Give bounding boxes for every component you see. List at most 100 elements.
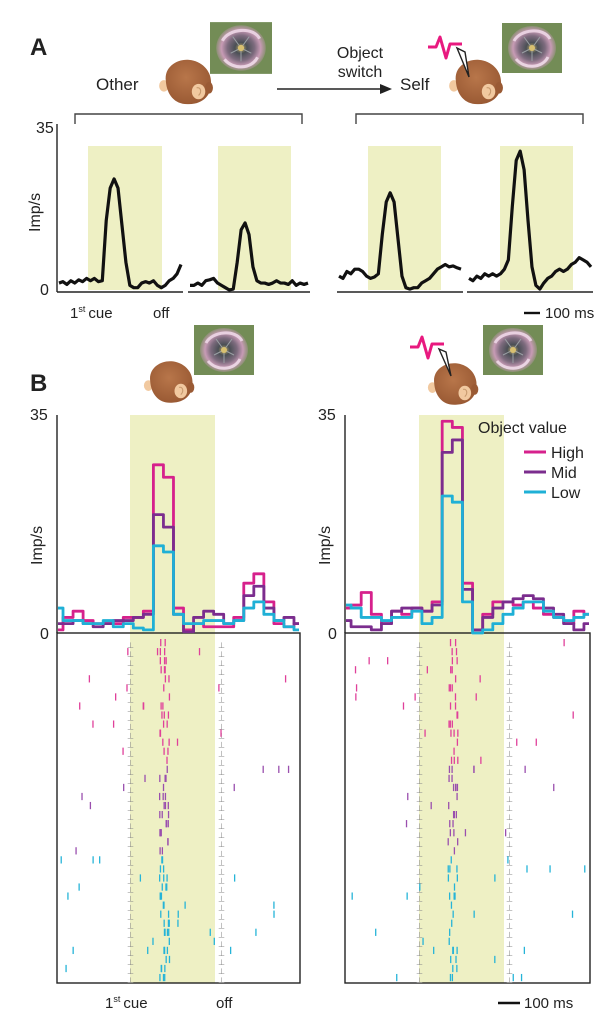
- off-event-marker: ⊥: [506, 804, 513, 813]
- cue-event-marker: ⊥: [416, 704, 423, 713]
- off-event-marker: ⊥: [218, 641, 225, 650]
- off-event-marker: ⊥: [218, 967, 225, 976]
- off-event-marker: ⊥: [506, 858, 513, 867]
- panel-b-left-y-top: 35: [30, 407, 48, 424]
- off-event-marker: ⊥: [218, 786, 225, 795]
- panel-b-off-label: off: [216, 995, 233, 1012]
- off-event-marker: ⊥: [506, 786, 513, 795]
- panel-a-scale-label: 100 ms: [545, 305, 594, 322]
- self-label: Self: [400, 75, 430, 94]
- cue-event-marker: ⊥: [416, 723, 423, 732]
- off-event-marker: ⊥: [218, 895, 225, 904]
- legend-label-high: High: [551, 445, 584, 462]
- off-event-marker: ⊥: [506, 713, 513, 722]
- cue-event-marker: ⊥: [416, 858, 423, 867]
- cue-event-marker: ⊥: [416, 967, 423, 976]
- off-event-marker: ⊥: [218, 750, 225, 759]
- panel-b-right-y-top: 35: [318, 407, 336, 424]
- cue-event-marker: ⊥: [127, 741, 134, 750]
- panel-b-cue-label: 1st cue: [105, 994, 148, 1012]
- legend-title: Object value: [478, 420, 567, 437]
- cue-event-marker: ⊥: [127, 786, 134, 795]
- cue-event-marker: ⊥: [127, 650, 134, 659]
- cue-event-marker: ⊥: [127, 732, 134, 741]
- off-event-marker: ⊥: [218, 759, 225, 768]
- cue-event-marker: ⊥: [127, 804, 134, 813]
- psth-line: [190, 221, 309, 292]
- off-event-marker: ⊥: [218, 858, 225, 867]
- off-event-marker: ⊥: [506, 750, 513, 759]
- cue-event-marker: ⊥: [127, 686, 134, 695]
- off-event-marker: ⊥: [506, 913, 513, 922]
- cue-event-marker: ⊥: [416, 741, 423, 750]
- panel-a-off-label: off: [153, 305, 170, 322]
- off-event-marker: ⊥: [506, 940, 513, 949]
- off-event-marker: ⊥: [218, 840, 225, 849]
- cue-event-marker: ⊥: [416, 913, 423, 922]
- cue-event-marker: ⊥: [416, 695, 423, 704]
- off-event-marker: ⊥: [506, 976, 513, 985]
- self-bracket: [355, 113, 584, 124]
- legend-label-mid: Mid: [551, 465, 577, 482]
- cue-event-marker: ⊥: [127, 822, 134, 831]
- arrow-right-icon: [277, 84, 392, 94]
- off-event-marker: ⊥: [506, 795, 513, 804]
- off-event-marker: ⊥: [506, 813, 513, 822]
- psth-line-low: [346, 494, 589, 635]
- off-event-marker: ⊥: [218, 795, 225, 804]
- off-event-marker: ⊥: [218, 940, 225, 949]
- panel-b-scale-label: 100 ms: [524, 995, 573, 1012]
- panel-b-left-ylabel: Imp/s: [29, 526, 46, 565]
- off-event-marker: ⊥: [506, 686, 513, 695]
- tulip-object-image-b-self: [483, 324, 543, 376]
- off-event-marker: ⊥: [506, 723, 513, 732]
- monkey-head-self-b-icon: [427, 362, 479, 406]
- off-event-marker: ⊥: [506, 876, 513, 885]
- cue-event-marker: ⊥: [127, 750, 134, 759]
- cue-event-marker: ⊥: [127, 913, 134, 922]
- cue-event-marker: ⊥: [416, 895, 423, 904]
- off-event-marker: ⊥: [506, 768, 513, 777]
- psth-line: [468, 149, 593, 291]
- switch-label-line1: Object: [337, 45, 384, 62]
- cue-event-marker: ⊥: [416, 867, 423, 876]
- off-event-marker: ⊥: [218, 867, 225, 876]
- cue-event-marker: ⊥: [127, 949, 134, 958]
- off-event-marker: ⊥: [506, 958, 513, 967]
- cue-event-marker: ⊥: [416, 641, 423, 650]
- cue-event-marker: ⊥: [127, 759, 134, 768]
- off-event-marker: ⊥: [506, 732, 513, 741]
- off-event-marker: ⊥: [506, 922, 513, 931]
- psth-line: [58, 177, 183, 290]
- cue-event-marker: ⊥: [127, 723, 134, 732]
- off-event-marker: ⊥: [218, 849, 225, 858]
- off-event-marker: ⊥: [506, 695, 513, 704]
- off-event-marker: ⊥: [506, 831, 513, 840]
- monkey-head-other-b-icon: [143, 360, 195, 404]
- cue-event-marker: ⊥: [416, 940, 423, 949]
- off-event-marker: ⊥: [218, 777, 225, 786]
- cue-event-marker: ⊥: [416, 976, 423, 985]
- cue-event-marker: ⊥: [416, 958, 423, 967]
- cue-event-marker: ⊥: [416, 777, 423, 786]
- off-event-marker: ⊥: [218, 958, 225, 967]
- off-event-marker: ⊥: [218, 650, 225, 659]
- cue-event-marker: ⊥: [127, 677, 134, 686]
- other-label: Other: [96, 75, 139, 94]
- off-event-marker: ⊥: [506, 822, 513, 831]
- off-event-marker: ⊥: [506, 840, 513, 849]
- legend: High Mid Low: [524, 445, 584, 502]
- off-event-marker: ⊥: [218, 913, 225, 922]
- cue-event-marker: ⊥: [416, 750, 423, 759]
- cue-event-marker: ⊥: [127, 704, 134, 713]
- monkey-head-icon: [158, 59, 214, 105]
- off-event-marker: ⊥: [218, 686, 225, 695]
- cue-event-marker: ⊥: [416, 650, 423, 659]
- cue-event-marker: ⊥: [416, 768, 423, 777]
- tulip-object-image: [210, 22, 272, 74]
- cue-event-marker: ⊥: [127, 659, 134, 668]
- cue-event-marker: ⊥: [127, 967, 134, 976]
- off-event-marker: ⊥: [506, 931, 513, 940]
- cue-event-marker: ⊥: [416, 949, 423, 958]
